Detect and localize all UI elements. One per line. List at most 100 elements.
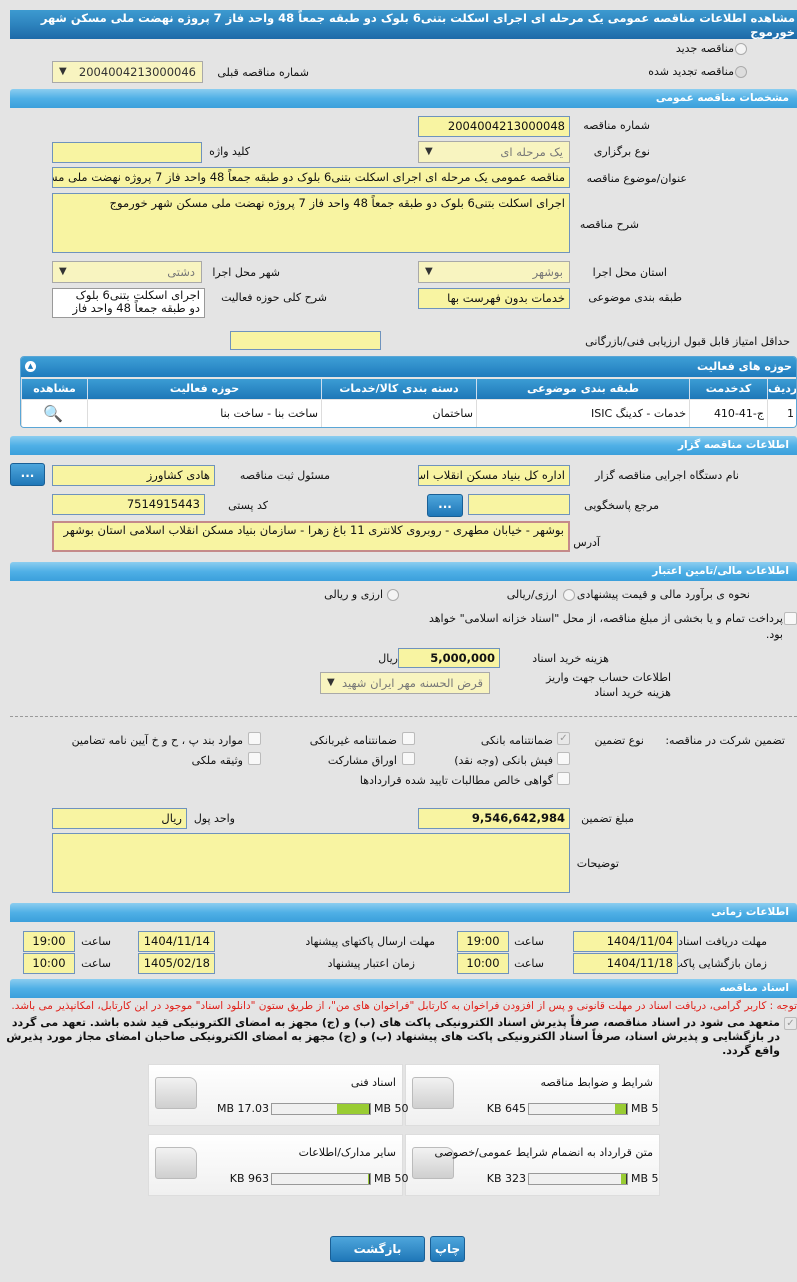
- bank-receipt-label: فیش بانکی (وجه نقد): [454, 754, 553, 767]
- account-select[interactable]: قرض الحسنه مهر ایران شهید ▼: [320, 672, 490, 694]
- view-document-icon[interactable]: 🔍: [21, 400, 87, 427]
- col-row: ردیف: [767, 379, 796, 399]
- bank-guarantee-checkbox[interactable]: ✓: [557, 732, 570, 745]
- cell-goods: ساختمان: [321, 400, 476, 427]
- section-organizer: اطلاعات مناقصه گزار: [10, 436, 797, 455]
- regulation-items-label: موارد بند پ ، ح و خ آیین نامه تضامین: [71, 734, 243, 747]
- org-field[interactable]: اداره کل بنیاد مسکن انقلاب اسلامی: [418, 465, 570, 486]
- reference-label: مرجع پاسخگویی: [584, 499, 659, 512]
- col-code: کدخدمت: [689, 379, 767, 399]
- guarantee-type-label: نوع تضمین: [594, 734, 644, 747]
- folder-icon: [155, 1077, 197, 1109]
- validity-label: زمان اعتبار پیشنهاد: [327, 957, 415, 970]
- postal-label: کد پستی: [228, 499, 268, 512]
- description-field[interactable]: اجرای اسکلت بتنی6 بلوک دو طبقه جمعاً 48 …: [52, 193, 570, 253]
- file-size-fill: [336, 1104, 370, 1114]
- file-size-bar: [528, 1173, 628, 1185]
- postal-field[interactable]: 7514915443: [52, 494, 205, 515]
- keyword-field[interactable]: [52, 142, 202, 163]
- scope-label: شرح کلی حوزه فعالیت: [221, 291, 327, 304]
- guarantee-amount-label: مبلغ تضمین: [581, 812, 634, 825]
- commitment-text: متعهد می شود در اسناد مناقصه، صرفاً پذیر…: [6, 1016, 780, 1057]
- province-select[interactable]: بوشهر ▼: [418, 261, 570, 283]
- category-field[interactable]: خدمات بدون فهرست بها: [418, 288, 570, 309]
- min-score-field[interactable]: [230, 331, 381, 350]
- cell-category: خدمات - کدینگ ISIC: [476, 400, 689, 427]
- scope-listbox[interactable]: اجرای اسکلت بتنی6 بلوک دو طبقه جمعاً 48 …: [52, 288, 205, 318]
- account-label: اطلاعات حساب جهت واریز هزینه خرید اسناد: [546, 671, 671, 699]
- tender-number-field[interactable]: 2004004213000048: [418, 116, 570, 137]
- folder-icon: [412, 1077, 454, 1109]
- submit-time[interactable]: 19:00: [23, 931, 75, 952]
- prev-number-select[interactable]: 2004004213000046 ▼: [52, 61, 203, 83]
- select-reference-button[interactable]: ...: [427, 494, 463, 517]
- divider: [10, 716, 797, 717]
- reference-field[interactable]: [468, 494, 570, 515]
- subject-label: عنوان/موضوع مناقصه: [586, 172, 687, 185]
- file-size-bar: [528, 1103, 628, 1115]
- folder-icon: [412, 1147, 454, 1179]
- bonds-checkbox[interactable]: [402, 752, 415, 765]
- cell-row: 1: [767, 400, 796, 427]
- nonbank-guarantee-checkbox[interactable]: [402, 732, 415, 745]
- file-card[interactable]: اسناد فنی 17.03 MB 50 MB: [148, 1064, 409, 1126]
- account-value: قرض الحسنه مهر ایران شهید: [341, 676, 483, 690]
- activity-header: حوزه های فعالیت: [21, 357, 796, 377]
- col-scope: حوزه فعالیت: [87, 379, 321, 399]
- file-max-size: 5 MB: [631, 1102, 659, 1115]
- commitment-row: ✓ متعهد می شود در اسناد مناقصه، صرفاً پذ…: [2, 1016, 797, 1058]
- submit-date[interactable]: 1404/11/14: [138, 931, 215, 952]
- subject-field[interactable]: مناقصه عمومی یک مرحله ای اجرای اسکلت بتن…: [52, 167, 570, 188]
- estimate-option1-radio[interactable]: [563, 589, 575, 601]
- collapse-icon[interactable]: ▲: [25, 361, 36, 372]
- renewed-tender-radio[interactable]: [735, 66, 747, 78]
- doc-receive-time[interactable]: 19:00: [457, 931, 509, 952]
- new-tender-label: مناقصه جدید: [675, 42, 734, 55]
- cell-code: ج-41-410: [689, 400, 767, 427]
- estimate-option2-label: ارزی و ریالی: [324, 588, 383, 601]
- folder-icon: [155, 1147, 197, 1179]
- notes-field[interactable]: [52, 833, 570, 893]
- validity-date[interactable]: 1405/02/18: [138, 953, 215, 974]
- back-button[interactable]: بازگشت: [330, 1236, 425, 1262]
- section-timing: اطلاعات زمانی: [10, 903, 797, 922]
- regulation-items-checkbox[interactable]: [248, 732, 261, 745]
- new-tender-radio[interactable]: [735, 43, 747, 55]
- treasury-checkbox[interactable]: [784, 612, 797, 625]
- open-time[interactable]: 10:00: [457, 953, 509, 974]
- validity-time[interactable]: 10:00: [23, 953, 75, 974]
- doc-cost-field[interactable]: 5,000,000: [398, 648, 500, 668]
- file-max-size: 50 MB: [374, 1172, 409, 1185]
- currency-field[interactable]: ریال: [52, 808, 187, 829]
- chevron-down-icon: ▼: [59, 266, 67, 277]
- estimate-option1-label: ارزی/ریالی: [506, 588, 557, 601]
- property-checkbox[interactable]: [248, 752, 261, 765]
- file-cards: شرایط و ضوابط مناقصه 645 KB 5 MB اسناد ف…: [148, 1064, 660, 1196]
- documents-area: توجه : کاربر گرامی، دریافت اسناد در مهلت…: [0, 999, 797, 1270]
- commitment-checkbox[interactable]: ✓: [784, 1017, 797, 1030]
- holding-type-value: یک مرحله ای: [500, 145, 563, 159]
- keyword-label: کلید واژه: [209, 145, 250, 158]
- receivables-label: گواهی خالص مطالبات تایید شده قراردادها: [359, 774, 553, 787]
- responsible-field[interactable]: هادی کشاورز: [52, 465, 215, 486]
- holding-type-select[interactable]: یک مرحله ای ▼: [418, 141, 570, 163]
- activity-header-label: حوزه های فعالیت: [697, 360, 792, 373]
- col-goods: دسته بندی کالا/خدمات: [321, 379, 476, 399]
- bank-receipt-checkbox[interactable]: [557, 752, 570, 765]
- guarantee-amount-field[interactable]: 9,546,642,984: [418, 808, 570, 829]
- print-button[interactable]: چاپ: [430, 1236, 465, 1262]
- select-responsible-button[interactable]: ...: [10, 463, 45, 486]
- file-size-bar: [271, 1173, 371, 1185]
- doc-receive-date[interactable]: 1404/11/04: [573, 931, 678, 952]
- file-card[interactable]: سایر مدارک/اطلاعات 963 KB 50 MB: [148, 1134, 409, 1196]
- activity-panel: حوزه های فعالیت ▲ ردیف کدخدمت طبقه بندی …: [20, 356, 797, 428]
- estimate-option2-radio[interactable]: [387, 589, 399, 601]
- file-card[interactable]: متن قرارداد به انضمام شرایط عمومی/خصوصی …: [405, 1134, 660, 1196]
- address-field[interactable]: بوشهر - خیابان مطهری - روبروی کلانتری 11…: [52, 521, 570, 552]
- time-label: ساعت: [81, 935, 111, 948]
- file-card[interactable]: شرایط و ضوابط مناقصه 645 KB 5 MB: [405, 1064, 660, 1126]
- bank-guarantee-label: ضمانتنامه بانکی: [480, 734, 553, 747]
- city-select[interactable]: دشتی ▼: [52, 261, 202, 283]
- open-date[interactable]: 1404/11/18: [573, 953, 678, 974]
- receivables-checkbox[interactable]: [557, 772, 570, 785]
